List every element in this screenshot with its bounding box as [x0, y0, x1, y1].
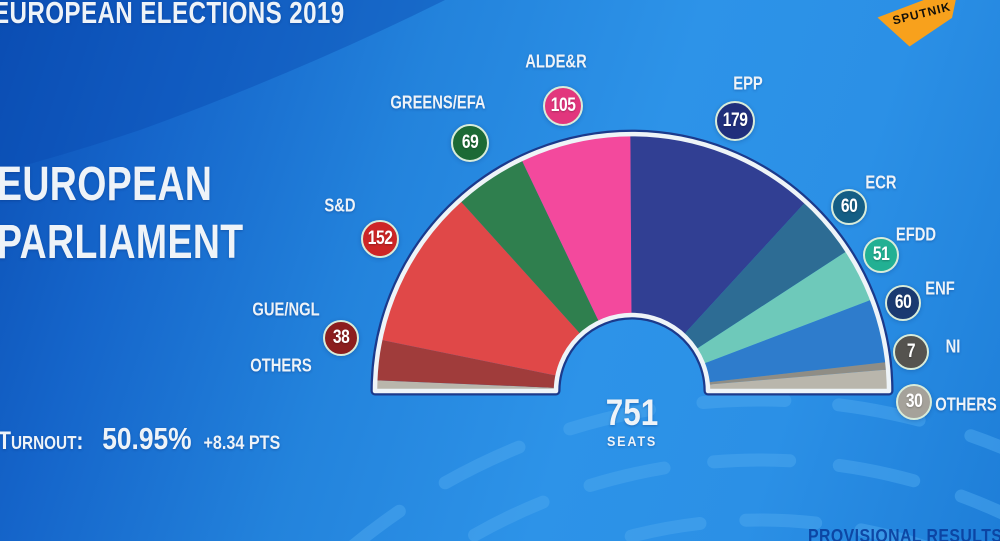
seat-badge-efdd: 51: [863, 237, 899, 273]
seat-badge-gue-ngl: 38: [323, 320, 359, 356]
segment-efdd: [695, 250, 873, 364]
party-label-greens-efa: GREENS/EFA: [390, 92, 486, 113]
turnout-label: Turnout:: [0, 427, 84, 455]
seat-count-s-d: 152: [367, 228, 393, 249]
total-seats: 751 SEATS: [601, 392, 663, 450]
party-label-ecr: ECR: [865, 172, 897, 193]
segment-alde-r: [521, 134, 632, 323]
party-label-gue-ngl: GUE/NGL: [252, 299, 320, 320]
segment-others-right: [707, 369, 889, 391]
party-label-epp: EPP: [733, 73, 763, 94]
segment-others-left: [374, 380, 557, 391]
chart-heading-line2: PARLIAMENT: [0, 216, 244, 269]
seat-count-enf: 60: [894, 292, 912, 313]
total-seats-caption: SEATS: [606, 433, 658, 449]
segment-ecr: [683, 201, 848, 350]
party-label-efdd: EFDD: [895, 224, 937, 245]
total-seats-number: 751: [605, 392, 659, 433]
seat-badge-ni: 7: [893, 334, 929, 370]
party-label-others-left: OTHERS: [250, 355, 312, 376]
seat-count-ecr: 60: [840, 196, 858, 217]
segment-enf: [703, 299, 888, 383]
segment-epp: [630, 134, 806, 336]
party-label-s-d: S&D: [324, 195, 356, 216]
seat-badge-s-d: 152: [361, 220, 399, 258]
seat-badge-epp: 179: [715, 101, 755, 141]
seat-count-alde-r: 105: [550, 95, 576, 116]
seat-badge-ecr: 60: [831, 189, 867, 225]
seat-count-ni: 7: [906, 341, 916, 362]
seat-count-gue-ngl: 38: [332, 327, 350, 348]
segment-gue-ngl: [375, 339, 558, 388]
page-title: EUROPEAN ELECTIONS 2019: [0, 0, 345, 30]
chart-heading: EUROPEAN PARLIAMENT: [0, 156, 244, 272]
seat-badge-others-right: 30: [896, 384, 932, 420]
turnout-change: +8.34 PTS: [203, 433, 281, 454]
arc-ring: [592, 513, 928, 541]
seat-count-greens-efa: 69: [461, 132, 479, 153]
seat-badge-alde-r: 105: [543, 86, 583, 126]
party-label-enf: ENF: [925, 278, 955, 299]
corner-swoosh: [0, 0, 445, 172]
seat-count-efdd: 51: [872, 244, 890, 265]
seat-badge-enf: 60: [885, 285, 921, 321]
segment-ni: [707, 362, 889, 385]
provisional-results-note: PROVISIONAL RESULTS: [808, 526, 1000, 541]
turnout-value: 50.95%: [102, 421, 192, 456]
party-label-alde-r: ALDE&R: [525, 51, 587, 72]
seat-row-arcs: [113, 393, 1000, 541]
chart-heading-line1: EUROPEAN: [0, 158, 213, 211]
seat-count-others-right: 30: [905, 391, 923, 412]
arc-ring: [113, 393, 1000, 541]
hemicycle-border: [372, 131, 892, 394]
segment-greens-efa: [459, 159, 600, 335]
seat-badge-greens-efa: 69: [451, 124, 489, 162]
party-label-ni: NI: [945, 336, 961, 357]
party-label-others-right: OTHERS: [935, 394, 997, 415]
seat-count-epp: 179: [722, 110, 748, 131]
segment-s-d: [380, 200, 582, 376]
turnout-row: Turnout: 50.95% +8.34 PTS: [0, 421, 280, 457]
